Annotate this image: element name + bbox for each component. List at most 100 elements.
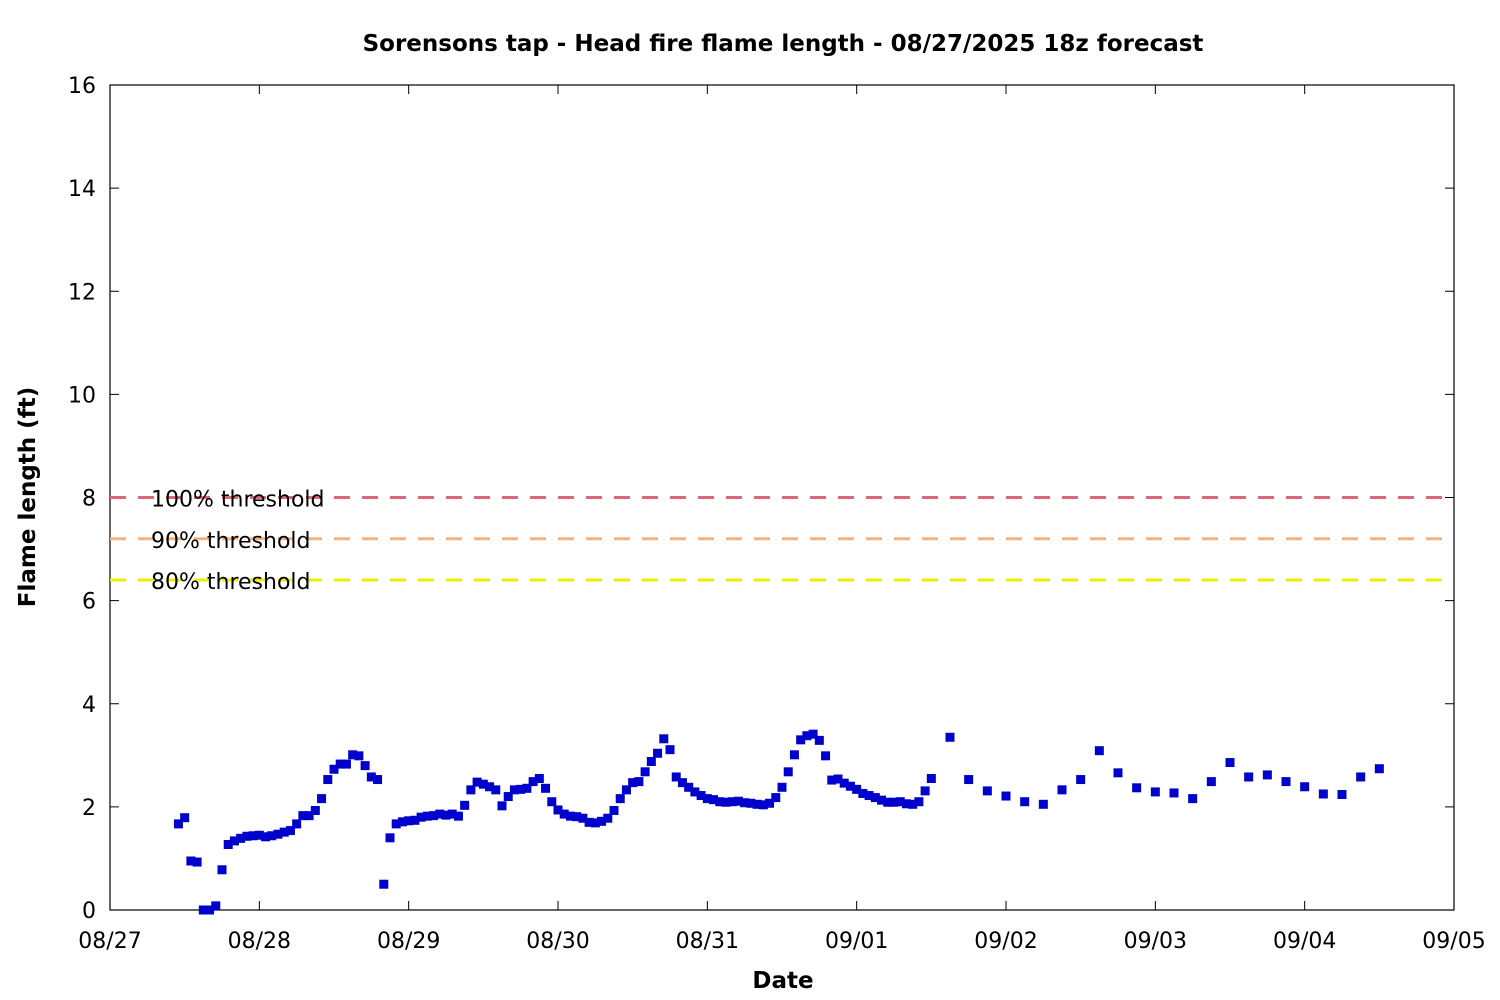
- data-point: [671, 772, 681, 782]
- data-point: [553, 805, 563, 815]
- data-point: [603, 813, 613, 823]
- data-point: [765, 798, 775, 808]
- chart-title: Sorensons tap - Head fire flame length -…: [363, 31, 1204, 57]
- data-point: [211, 901, 221, 911]
- data-point: [833, 774, 843, 784]
- data-point: [223, 840, 233, 850]
- data-point: [733, 796, 743, 806]
- data-point: [173, 819, 183, 829]
- data-point: [1188, 794, 1198, 804]
- data-point: [522, 783, 532, 793]
- data-point: [677, 778, 687, 788]
- x-tick-label: 08/30: [526, 929, 589, 954]
- data-point: [236, 833, 246, 843]
- x-tick-label: 08/28: [228, 929, 291, 954]
- data-point: [509, 785, 519, 795]
- data-point: [920, 786, 930, 796]
- data-point: [845, 781, 855, 791]
- data-point: [559, 809, 569, 819]
- data-point: [684, 782, 694, 792]
- y-tick-label: 2: [82, 796, 96, 821]
- data-point: [858, 788, 868, 798]
- x-axis: 08/27 08/28 08/29 08/30 08/31 09/01 09/02 09/03…: [78, 85, 1486, 954]
- data-point: [416, 812, 426, 822]
- x-tick-label: 09/05: [1422, 929, 1485, 954]
- data-point: [808, 729, 818, 739]
- data-point: [205, 905, 215, 915]
- data-point: [827, 775, 837, 785]
- threshold-lines: 100% threshold 90% threshold 80% threshold: [110, 488, 1454, 595]
- x-tick-label: 09/01: [825, 929, 888, 954]
- x-axis-label: Date: [752, 968, 813, 994]
- data-point: [503, 792, 513, 802]
- data-point: [640, 767, 650, 777]
- data-point: [304, 811, 314, 821]
- data-point: [615, 794, 625, 804]
- data-point: [634, 777, 644, 787]
- data-point: [366, 772, 376, 782]
- data-point: [248, 831, 258, 841]
- data-point: [279, 827, 289, 837]
- data-point: [621, 785, 631, 795]
- data-point: [329, 764, 339, 774]
- data-point: [198, 905, 208, 915]
- data-point: [441, 810, 451, 820]
- y-axis-label: Flame length (ft): [15, 387, 41, 607]
- data-point: [1318, 789, 1328, 799]
- data-point: [1038, 799, 1048, 809]
- y-tick-label: 8: [82, 487, 96, 512]
- data-point: [964, 775, 974, 785]
- data-point: [908, 799, 918, 809]
- data-point: [186, 856, 196, 866]
- data-point: [783, 767, 793, 777]
- data-point: [242, 831, 252, 841]
- data-point: [323, 775, 333, 785]
- data-point: [839, 778, 849, 788]
- x-tick-label: 09/04: [1273, 929, 1336, 954]
- data-point: [889, 797, 899, 807]
- data-point: [1206, 777, 1216, 787]
- data-point: [628, 778, 638, 788]
- data-point: [852, 784, 862, 794]
- data-point: [528, 777, 538, 787]
- data-point: [1262, 770, 1272, 780]
- data-point: [267, 831, 277, 841]
- data-point: [1150, 787, 1160, 797]
- data-point: [1001, 791, 1011, 801]
- y-tick-label: 14: [68, 177, 96, 202]
- x-tick-label: 08/31: [676, 929, 739, 954]
- data-point: [217, 865, 227, 875]
- data-point: [597, 816, 607, 826]
- data-point: [758, 800, 768, 810]
- data-point: [292, 819, 302, 829]
- data-point: [740, 798, 750, 808]
- data-point: [914, 797, 924, 807]
- data-point: [721, 797, 731, 807]
- data-point: [261, 832, 271, 842]
- data-point: [709, 795, 719, 805]
- data-point: [578, 813, 588, 823]
- y-tick-label: 12: [68, 280, 96, 305]
- data-point: [802, 731, 812, 741]
- data-point: [796, 735, 806, 745]
- data-point: [229, 836, 239, 846]
- data-point: [373, 775, 383, 785]
- data-point: [646, 757, 656, 766]
- data-point: [516, 784, 526, 794]
- data-point: [285, 826, 295, 836]
- data-point: [429, 811, 439, 821]
- data-point: [1281, 777, 1291, 787]
- data-point: [360, 761, 370, 771]
- data-point: [485, 782, 495, 792]
- data-point: [777, 782, 787, 792]
- data-point: [1057, 785, 1067, 795]
- data-point: [752, 799, 762, 809]
- data-point: [877, 795, 887, 805]
- data-point: [690, 787, 700, 797]
- data-point: [572, 812, 582, 822]
- data-point: [422, 811, 432, 821]
- x-tick-label: 08/29: [377, 929, 440, 954]
- data-point: [982, 786, 992, 796]
- data-point: [397, 817, 407, 827]
- data-point: [547, 797, 557, 807]
